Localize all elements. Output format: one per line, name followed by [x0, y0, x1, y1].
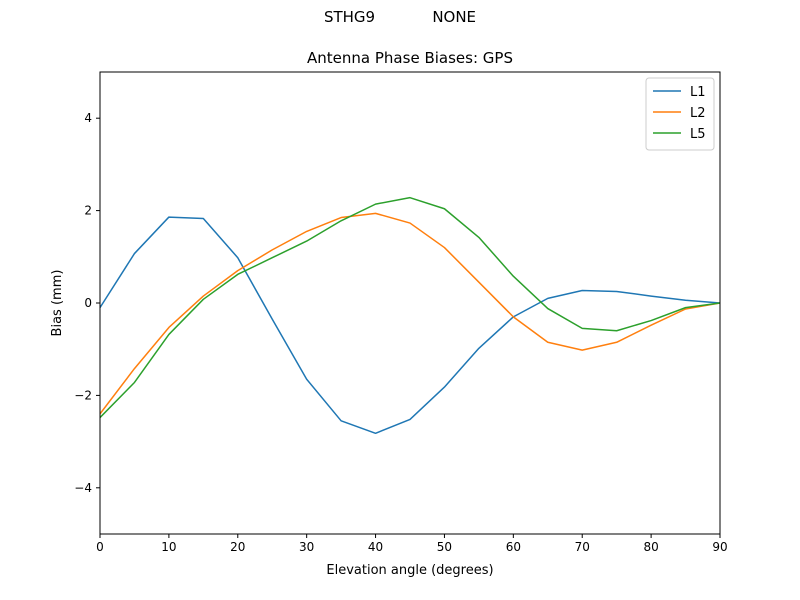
legend-label-l2: L2	[690, 106, 706, 121]
x-tick-label: 30	[299, 540, 314, 554]
y-axis-label: Bias (mm)	[50, 270, 65, 337]
x-tick-label: 10	[161, 540, 176, 554]
radome-name: NONE	[432, 8, 477, 26]
axes-frame	[99, 71, 721, 535]
y-tick-label: 0	[84, 296, 92, 310]
x-tick-label: 20	[230, 540, 245, 554]
y-tick-label: −4	[74, 481, 92, 495]
series-line-l5	[99, 196, 721, 419]
x-tick-label: 90	[712, 540, 727, 554]
chart-title: Antenna Phase Biases: GPS	[307, 49, 513, 67]
station-name: STHG9	[323, 8, 376, 26]
x-tick-label: 70	[575, 540, 590, 554]
series-group	[99, 196, 721, 435]
x-tick-label: 60	[506, 540, 521, 554]
legend: L1 L2 L5	[645, 77, 715, 151]
y-tick-label: −2	[74, 388, 92, 402]
x-tick-label: 40	[368, 540, 383, 554]
x-axis-label: Elevation angle (degrees)	[326, 563, 493, 578]
series-line-l1	[99, 216, 721, 435]
legend-label-l5: L5	[690, 127, 706, 142]
legend-label-l1: L1	[690, 85, 706, 100]
y-tick-label: 2	[84, 204, 92, 218]
x-tick-label: 80	[643, 540, 658, 554]
y-tick-label: 4	[84, 111, 92, 125]
x-axis: 0 10 20 30 40 50 60 70 80 90	[96, 534, 728, 554]
x-tick-label: 0	[96, 540, 104, 554]
x-tick-label: 50	[437, 540, 452, 554]
figure-suptitle: STHG9 NONE	[0, 8, 800, 26]
y-axis: −4 −2 0 2 4	[74, 111, 100, 495]
legend-box	[645, 77, 715, 151]
series-line-l2	[99, 212, 721, 415]
